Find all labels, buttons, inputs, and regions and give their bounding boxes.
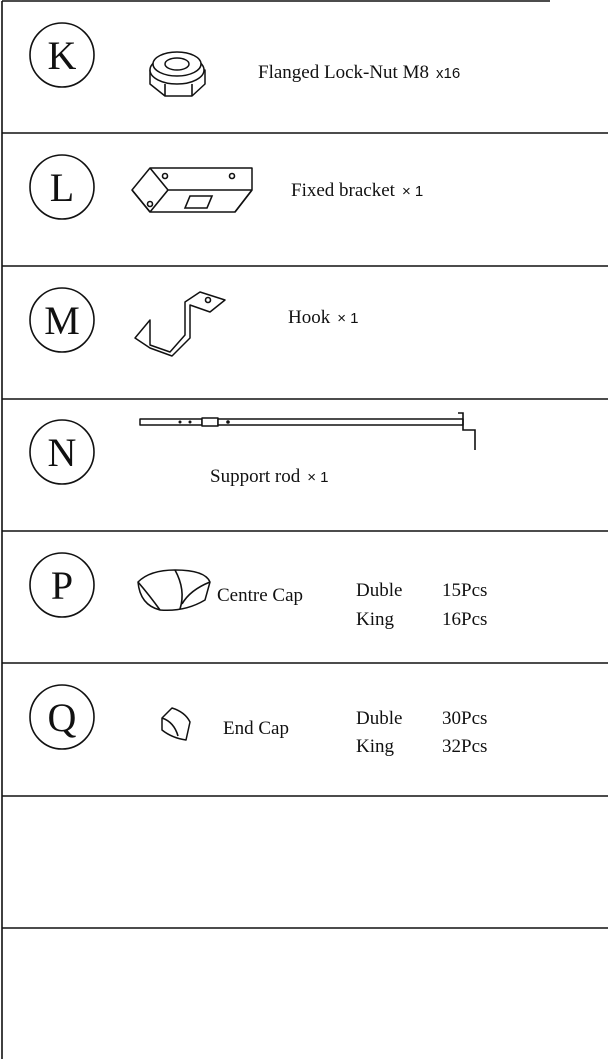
part-name: Flanged Lock-Nut M8 [258,62,429,83]
part-letter: Q [48,695,77,740]
variant-qty: 15Pcs [442,580,487,601]
badge [29,287,95,353]
part-letter: P [51,563,73,608]
part-qty: × 1 [307,469,328,486]
variant-qty: 32Pcs [442,736,487,757]
variant-model: Duble [356,580,402,601]
badge [29,22,95,88]
part-name: End Cap [223,718,289,739]
part-letter: N [48,430,77,475]
part-qty: x16 [436,65,460,82]
part-name: Support rod [210,466,301,487]
badge [29,154,95,220]
part-letter: M [44,298,80,343]
variant-qty: 30Pcs [442,708,487,729]
nut-icon [149,51,206,97]
part-qty: × 1 [402,183,423,200]
variant-model: King [356,609,395,630]
part-name: Centre Cap [217,585,303,606]
variant-qty: 16Pcs [442,609,487,630]
badge [29,419,95,485]
part-letter: L [50,165,74,210]
rod-icon [139,412,476,450]
variant-model: Duble [356,708,402,729]
hook-icon [134,291,226,357]
centre-cap-icon [137,569,211,612]
end-cap-icon [161,707,191,741]
part-letter: K [48,33,77,78]
bracket-icon [131,167,253,213]
part-qty: × 1 [337,310,358,327]
badge [29,552,95,618]
badge [29,684,95,750]
part-name: Hook [288,307,331,328]
part-name: Fixed bracket [291,180,396,201]
letter-badges: K L M N P Q [29,22,95,750]
variant-model: King [356,736,395,757]
